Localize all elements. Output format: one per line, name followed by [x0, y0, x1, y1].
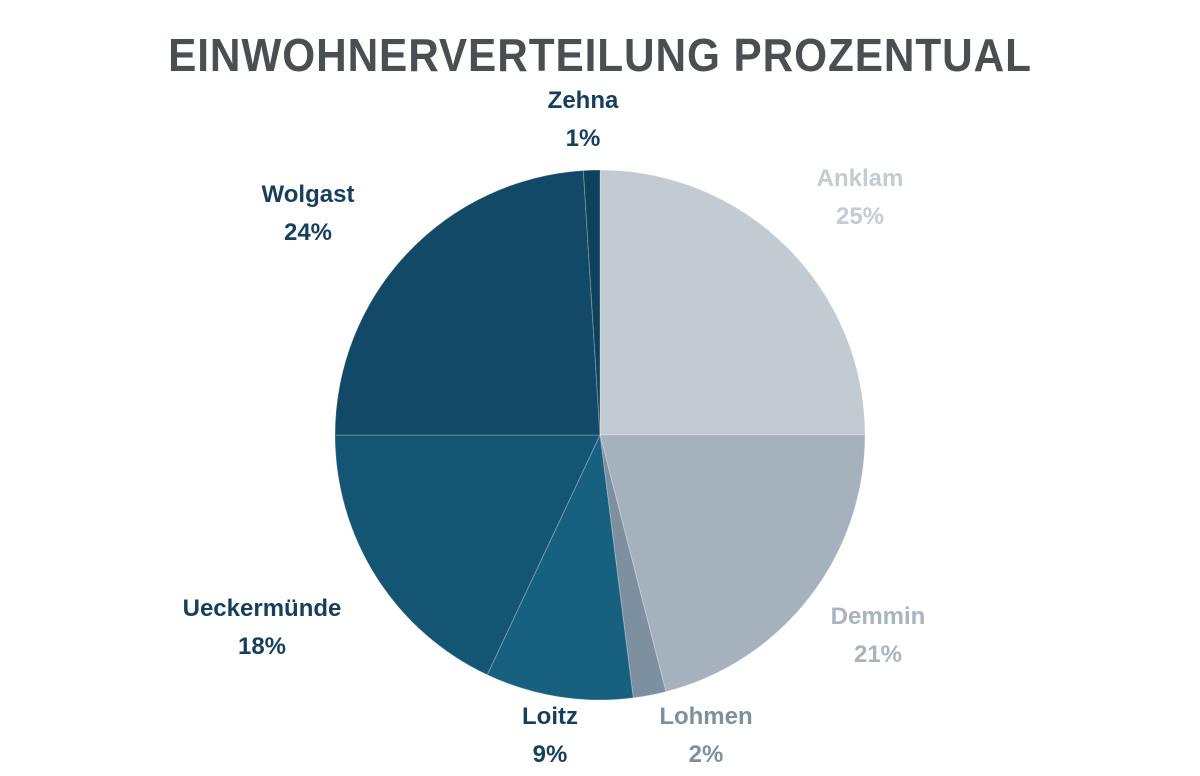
- slice-label-zehna: Zehna: [548, 87, 619, 114]
- pie-slice-wolgast: [334, 169, 601, 436]
- slice-value-loitz: 9%: [533, 741, 568, 768]
- slice-label-demmin: Demmin: [831, 603, 926, 630]
- slice-label-loitz: Loitz: [522, 703, 578, 730]
- slice-label-ueckermünde: Ueckermünde: [183, 595, 342, 622]
- slice-value-ueckermünde: 18%: [238, 633, 286, 660]
- slice-label-anklam: Anklam: [817, 165, 904, 192]
- pie-slice-anklam: [599, 169, 866, 436]
- slice-value-lohmen: 2%: [689, 741, 724, 768]
- chart-title: EINWOHNERVERTEILUNG PROZENTUAL: [168, 29, 1032, 81]
- slice-value-wolgast: 24%: [284, 219, 332, 246]
- pie-slice-demmin: [599, 434, 866, 693]
- pie-slice-loitz: [486, 433, 634, 701]
- pie-slice-lohmen: [599, 434, 667, 699]
- pie-slice-ueckermünde: [334, 434, 601, 676]
- slice-label-wolgast: Wolgast: [262, 181, 355, 208]
- slice-label-lohmen: Lohmen: [659, 703, 752, 730]
- slice-value-anklam: 25%: [836, 203, 884, 230]
- slice-value-demmin: 21%: [854, 641, 902, 668]
- slice-value-zehna: 1%: [566, 125, 601, 152]
- pie-slice-zehna: [582, 169, 601, 436]
